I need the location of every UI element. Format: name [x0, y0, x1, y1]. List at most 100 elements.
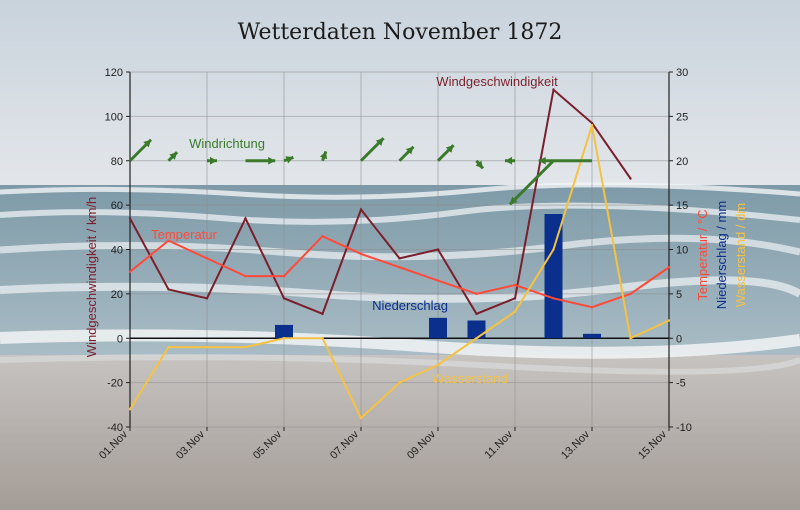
y-tick-label-right: 0 — [676, 333, 682, 345]
niederschlag-bar — [544, 214, 563, 339]
wasserstand-point — [359, 416, 363, 420]
windgeschwindigkeit-point — [552, 88, 555, 91]
temperatur-point — [398, 266, 401, 269]
series-lines — [128, 87, 671, 420]
wasserstand-point — [667, 319, 671, 322]
wind-arrow — [319, 150, 328, 162]
temperatur-point — [359, 252, 363, 256]
y-tick-label-left: -40 — [107, 422, 123, 434]
wind-arrow — [245, 156, 276, 165]
wasserstand-point — [590, 124, 594, 127]
y-axis-label-right-temperature: Temperatur / °C — [695, 209, 710, 300]
wasserstand-point — [475, 337, 478, 340]
temperatur-point — [629, 292, 632, 296]
temperatur-point — [321, 234, 324, 238]
wind-arrow-head — [505, 156, 513, 165]
wasserstand-point — [282, 337, 286, 340]
windgeschwindigkeit-point — [475, 312, 478, 316]
wasserstand-point — [629, 337, 632, 340]
y-tick-label-left: 40 — [111, 245, 123, 257]
y-tick-label-right: 30 — [676, 67, 688, 79]
wind-arrow-head — [538, 156, 546, 165]
wasserstand-point — [513, 310, 517, 313]
wasserstand-point — [552, 248, 555, 251]
y-tick-label-left: 60 — [111, 200, 123, 212]
windgeschwindigkeit-point — [282, 297, 286, 300]
y-tick-label-left: 80 — [111, 156, 123, 168]
wind-arrow-head — [375, 138, 384, 146]
wind-arrow — [128, 138, 153, 162]
wind-arrow — [207, 156, 217, 165]
y-tick-label-left: 20 — [111, 289, 123, 301]
wind-arrow-head — [285, 156, 294, 164]
temperatur-point — [167, 239, 170, 242]
precipitation-bars — [275, 214, 601, 339]
windgeschwindigkeit-point — [629, 177, 632, 180]
wind-arrow — [505, 156, 515, 165]
wasserstand-point — [205, 345, 209, 349]
y-axis-label-right-waterlevel: Wasserstand / dm — [733, 203, 748, 307]
windgeschwindigkeit-line — [129, 87, 632, 316]
wasserstand-point — [321, 337, 324, 340]
wind-direction-arrows — [128, 137, 592, 206]
y-tick-label-right: 5 — [676, 289, 682, 301]
wind-arrow — [538, 156, 592, 165]
temperatur-point — [128, 270, 132, 273]
wind-arrow — [398, 145, 415, 162]
wasserstand-point — [244, 345, 247, 349]
wind-arrow — [436, 144, 455, 162]
y-tick-label-right: -10 — [676, 422, 692, 434]
wind-arrow-head — [475, 160, 483, 169]
annotation-wasserstand: Wasserstand — [432, 371, 507, 386]
windgeschwindigkeit-point — [436, 248, 440, 251]
temperatur-point — [205, 257, 209, 260]
y-tick-label-left: 0 — [117, 333, 123, 345]
windgeschwindigkeit-point — [590, 121, 594, 125]
y-tick-label-left: 100 — [105, 111, 123, 123]
temperatur-point — [667, 266, 671, 269]
windgeschwindigkeit-point — [244, 217, 247, 220]
wind-arrow — [508, 159, 555, 206]
wind-arrow-head — [143, 139, 152, 148]
wind-arrow — [359, 137, 385, 162]
temperatur-point — [244, 274, 247, 278]
wind-arrow — [475, 159, 485, 170]
annotation-temperatur: Temperatur — [151, 227, 217, 242]
temperatur-point — [590, 305, 594, 309]
annotation-windgeschwindigkeit: Windgeschwindigkeit — [436, 74, 558, 89]
y-tick-label-right: 15 — [676, 200, 688, 212]
niederschlag-bar — [583, 333, 601, 339]
y-tick-label-right: 10 — [676, 245, 688, 257]
wind-arrow-head — [445, 145, 454, 153]
windgeschwindigkeit-point — [359, 208, 363, 211]
windgeschwindigkeit-point — [398, 257, 401, 260]
y-tick-label-left: 120 — [105, 67, 123, 79]
temperatur-point — [513, 283, 517, 287]
annotation-niederschlag: Niederschlag — [372, 298, 448, 313]
wasserstand-point — [398, 381, 401, 384]
wind-arrow-head — [319, 151, 328, 160]
wind-arrow — [283, 155, 294, 164]
windgeschwindigkeit-point — [513, 297, 517, 300]
y-tick-label-left: -20 — [107, 378, 123, 390]
y-axis-label-left: Windgeschwindigkeit / km/h — [84, 197, 99, 357]
wasserstand-point — [436, 363, 440, 367]
series-labels: Windgeschwindigkeit Windrichtung Tempera… — [151, 74, 558, 386]
y-axis-label-right-precipitation: Niederschlag / mm — [714, 201, 729, 309]
wind-arrow — [167, 151, 179, 162]
y-tick-label-right: 20 — [676, 156, 688, 168]
wind-arrow-head — [509, 196, 518, 205]
windgeschwindigkeit-point — [321, 312, 324, 316]
y-tick-label-right: -5 — [676, 378, 686, 390]
wind-arrow-head — [268, 156, 276, 165]
niederschlag-bar — [467, 320, 486, 339]
temperatur-point — [282, 274, 286, 278]
wind-arrow-head — [209, 156, 217, 165]
temperatur-point — [552, 297, 555, 300]
windgeschwindigkeit-point — [167, 288, 170, 291]
niederschlag-bar — [429, 317, 447, 339]
wind-arrow-head — [169, 152, 178, 160]
windgeschwindigkeit-point — [128, 217, 132, 220]
temperatur-point — [475, 292, 478, 296]
